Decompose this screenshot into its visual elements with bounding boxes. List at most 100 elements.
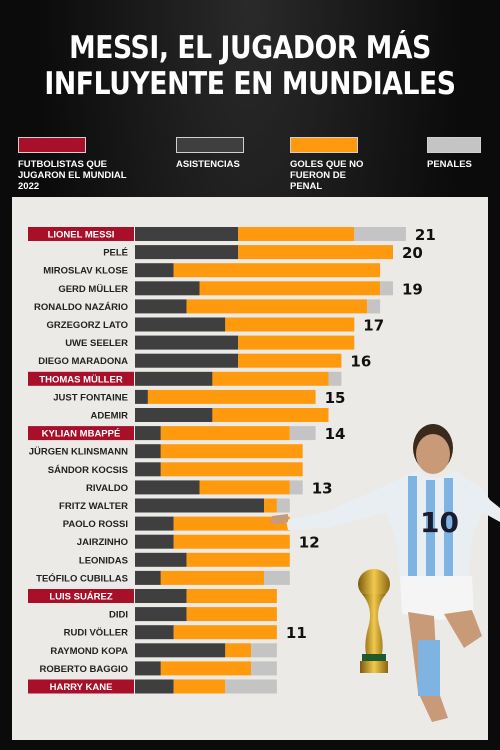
bar-segment-goals — [173, 263, 381, 278]
legend-item-assists: ASISTENCIAS — [176, 137, 244, 170]
bar-segment-goals — [160, 444, 303, 459]
legend-swatch-assists — [176, 137, 244, 153]
player-label-highlight — [28, 227, 134, 241]
player-label: SÁNDOR KOCSIS — [48, 465, 128, 476]
bar-segment-goals — [238, 335, 355, 350]
bar-segment-assists — [135, 480, 200, 495]
legend-label-goals: GOLES QUE NO FUERON DE PENAL — [290, 159, 364, 192]
bar-segment-penalties — [289, 480, 303, 495]
legend-item-highlight: FUTBOLISTAS QUE JUGARON EL MUNDIAL 2022 — [18, 137, 128, 192]
player-label: MIROSLAV KLOSE — [43, 266, 128, 277]
svg-text:10: 10 — [420, 506, 459, 539]
player-label: LEONIDAS — [79, 555, 128, 566]
bar-segment-assists — [135, 534, 174, 549]
player-label-highlight — [28, 679, 134, 694]
player-label: HARRY KANE — [50, 682, 113, 693]
bar-segment-assists — [135, 245, 239, 260]
player-label-highlight — [28, 371, 134, 386]
bar-segment-penalties — [367, 299, 381, 314]
player-label: THOMAS MÜLLER — [39, 374, 123, 385]
legend-item-goals: GOLES QUE NO FUERON DE PENAL — [290, 137, 380, 192]
player-label: JUST FONTAINE — [53, 392, 128, 403]
total-value-label: 17 — [363, 317, 384, 335]
player-label: LUIS SUÁREZ — [49, 592, 113, 603]
bar-segment-goals — [186, 299, 368, 314]
player-label: DIDI — [109, 610, 128, 621]
title-line-2: INFLUYENTE EN MUNDIALES — [44, 66, 456, 102]
bar-segment-assists — [135, 516, 174, 531]
player-label: LIONEL MESSI — [48, 230, 115, 241]
bar-segment-goals — [186, 552, 290, 567]
total-value-label: 20 — [402, 244, 423, 262]
legend-swatch-penalties — [427, 137, 481, 153]
bar-segment-assists — [135, 589, 187, 603]
bar-segment-goals — [160, 570, 264, 585]
bar-segment-goals — [160, 661, 252, 676]
bar-segment-goals — [225, 643, 252, 658]
bar-segment-penalties — [276, 498, 290, 513]
player-label: PAOLO ROSSI — [63, 519, 128, 530]
bar-segment-assists — [135, 607, 187, 622]
bar-segment-assists — [135, 426, 161, 441]
bar-segment-assists — [135, 389, 148, 404]
bar-segment-assists — [135, 679, 174, 694]
legend-swatch-highlight — [18, 137, 86, 153]
total-value-label: 11 — [286, 624, 307, 642]
bar-segment-assists — [135, 371, 213, 386]
player-label: GRZEGORZ LATO — [47, 320, 128, 331]
player-label: JAIRZINHO — [77, 537, 128, 548]
bar-segment-penalties — [354, 227, 406, 241]
bar-segment-assists — [135, 552, 187, 567]
bar-segment-penalties — [264, 570, 290, 585]
bar-segment-assists — [135, 408, 213, 422]
total-value-label: 15 — [325, 389, 346, 407]
player-label: DIEGO MARADONA — [38, 356, 128, 367]
legend-swatch-goals — [290, 137, 358, 153]
bar-segment-goals — [173, 534, 290, 549]
player-label: TEÓFILO CUBILLAS — [36, 572, 128, 584]
bar-segment-assists — [135, 444, 161, 459]
player-label: UWE SEELER — [65, 338, 128, 349]
bar-segment-goals — [264, 498, 277, 513]
bar-segment-assists — [135, 299, 187, 314]
legend-label-highlight: FUTBOLISTAS QUE JUGARON EL MUNDIAL 2022 — [18, 159, 127, 192]
player-label: GERD MÜLLER — [58, 284, 128, 295]
bar-segment-goals — [225, 317, 355, 332]
player-label: PELÉ — [103, 248, 128, 259]
bar-segment-goals — [238, 227, 355, 241]
player-label: RAYMOND KOPA — [50, 646, 128, 657]
bar-segment-assists — [135, 317, 226, 332]
bar-segment-goals — [212, 371, 329, 386]
bar-segment-assists — [135, 281, 200, 296]
bar-segment-penalties — [380, 281, 393, 296]
bar-segment-goals — [238, 353, 342, 368]
player-label: JÜRGEN KLINSMANN — [29, 447, 128, 458]
total-value-label: 21 — [415, 226, 436, 244]
bar-segment-goals — [173, 516, 290, 531]
world-cup-trophy-icon — [358, 569, 390, 673]
player-label-highlight — [28, 426, 134, 441]
bar-segment-goals — [186, 607, 277, 622]
bar-segment-penalties — [328, 371, 342, 386]
bar-segment-goals — [199, 480, 290, 495]
legend-label-assists: ASISTENCIAS — [176, 159, 240, 170]
bar-segment-goals — [173, 625, 277, 640]
bar-segment-penalties — [225, 679, 277, 694]
bar-segment-goals — [212, 408, 329, 422]
bar-segment-goals — [160, 426, 290, 441]
chart-panel: LIONEL MESSI PELÉ MIROSLAV KLOSE GERD MÜLLE… — [12, 197, 488, 740]
bar-segment-goals — [186, 589, 277, 603]
bar-chart: LIONEL MESSI PELÉ MIROSLAV KLOSE GERD MÜLLE… — [28, 226, 436, 694]
bar-segment-assists — [135, 263, 174, 278]
legend-item-penalties: PENALES — [427, 137, 481, 170]
player-label: RONALDO NAZÁRIO — [34, 302, 128, 313]
bar-segment-goals — [173, 679, 226, 694]
bar-segment-goals — [238, 245, 393, 260]
bar-segment-assists — [135, 661, 161, 676]
page-title: MESSI, EL JUGADOR MÁS INFLUYENTE EN MUND… — [35, 30, 465, 102]
total-value-label: 14 — [325, 425, 346, 443]
bar-segment-penalties — [251, 661, 277, 676]
bar-segment-assists — [135, 335, 239, 350]
bar-segment-assists — [135, 227, 239, 241]
